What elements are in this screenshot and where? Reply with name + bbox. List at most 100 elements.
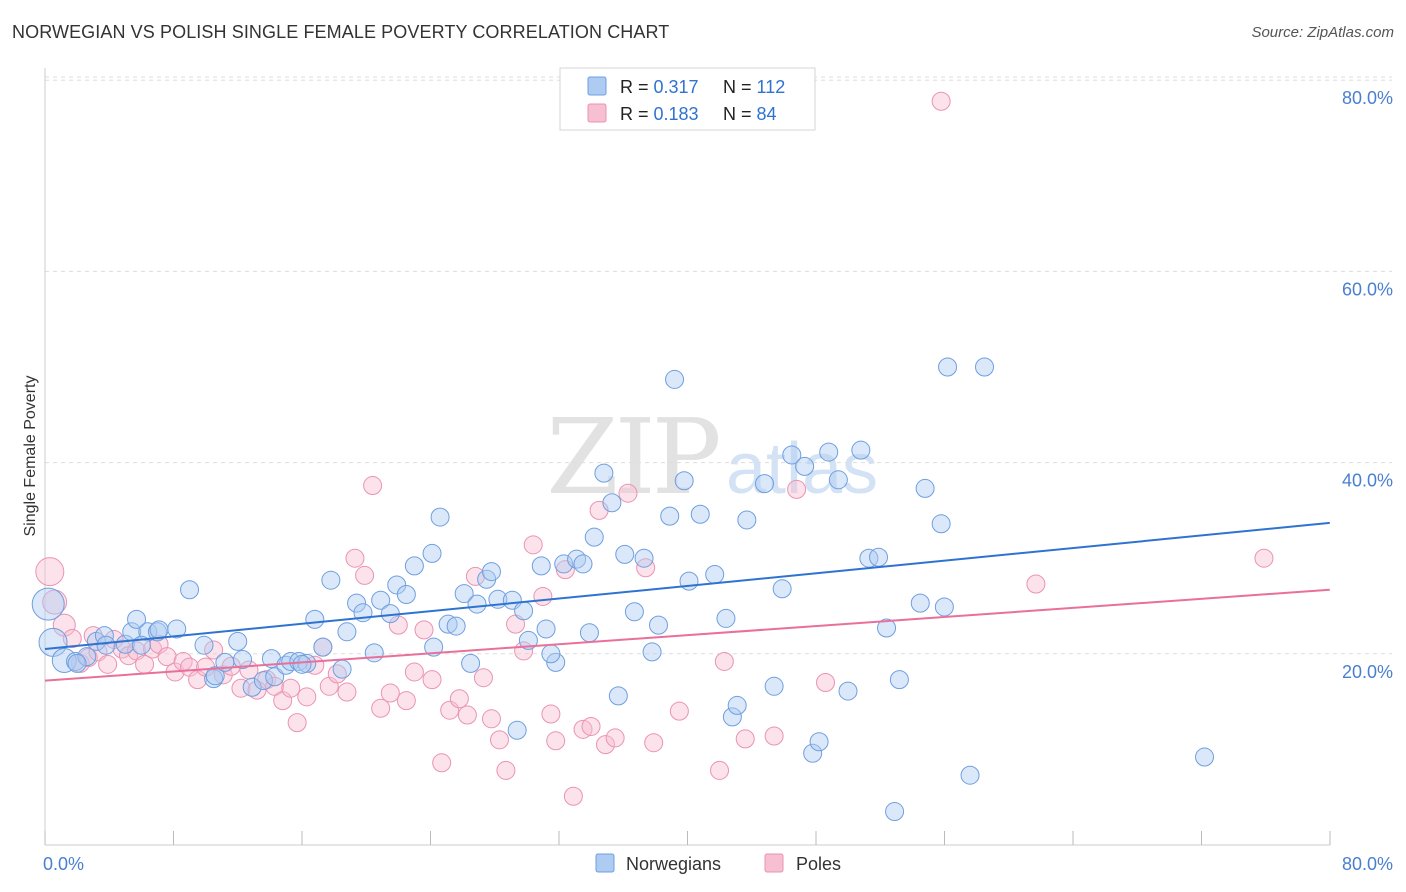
norwegians-point bbox=[204, 669, 224, 689]
poles-point bbox=[533, 586, 553, 606]
svg-text:R = 0.183: R = 0.183 bbox=[620, 104, 699, 124]
norwegians-point bbox=[838, 681, 858, 701]
poles-point bbox=[735, 729, 755, 749]
norwegians-point bbox=[127, 609, 147, 629]
norwegians-point bbox=[573, 554, 593, 574]
poles-point bbox=[473, 668, 493, 688]
poles-point bbox=[371, 698, 391, 718]
legend-n-label-2: N = bbox=[723, 104, 757, 124]
norwegians-point bbox=[242, 677, 262, 697]
norwegians-point bbox=[716, 608, 736, 628]
y-tick-label: 20.0% bbox=[1342, 662, 1393, 682]
poles-point bbox=[204, 640, 224, 660]
y-tick-label: 60.0% bbox=[1342, 279, 1393, 299]
norwegians-point bbox=[454, 584, 474, 604]
poles-point bbox=[265, 676, 285, 696]
poles-point bbox=[644, 733, 664, 753]
poles-points bbox=[35, 91, 1274, 806]
poles-point bbox=[764, 726, 784, 746]
poles-point bbox=[669, 701, 689, 721]
y-tick-labels: 20.0% 40.0% 60.0% 80.0% bbox=[1342, 88, 1393, 682]
poles-point bbox=[546, 731, 566, 751]
norwegians-point bbox=[934, 597, 954, 617]
norwegians-point bbox=[94, 626, 114, 646]
axes bbox=[44, 68, 1331, 846]
norwegians-point bbox=[77, 647, 97, 667]
watermark-atlas: atlas bbox=[726, 429, 878, 509]
norwegians-point bbox=[321, 570, 341, 590]
poles-point bbox=[337, 682, 357, 702]
norwegians-point bbox=[910, 593, 930, 613]
poles-point bbox=[432, 753, 452, 773]
norwegians-point bbox=[615, 544, 635, 564]
poles-point bbox=[355, 565, 375, 585]
poles-point bbox=[62, 629, 82, 649]
norwegians-point bbox=[67, 653, 87, 673]
x-tick-label-max: 80.0% bbox=[1342, 854, 1393, 874]
poles-point bbox=[595, 735, 615, 755]
series-legend: Norwegians Poles bbox=[595, 853, 841, 874]
norwegians-point bbox=[546, 652, 566, 672]
bottom-swatch-poles bbox=[764, 853, 784, 873]
norwegians-point bbox=[507, 720, 527, 740]
norwegians-point bbox=[782, 445, 802, 465]
poles-trend-line bbox=[44, 588, 1330, 682]
legend-n-value-2: 84 bbox=[757, 104, 777, 124]
legend-r-value-2: 0.183 bbox=[654, 104, 699, 124]
bottom-swatch-norwegians bbox=[595, 853, 615, 873]
norwegians-point bbox=[608, 686, 628, 706]
norwegians-point bbox=[754, 474, 774, 494]
trend-lines bbox=[44, 521, 1330, 682]
poles-point bbox=[287, 713, 307, 733]
norwegians-point bbox=[347, 593, 367, 613]
svg-text:N = 84: N = 84 bbox=[723, 104, 777, 124]
norwegians-point bbox=[180, 580, 200, 600]
poles-point bbox=[281, 678, 301, 698]
norwegians-point bbox=[371, 590, 391, 610]
norwegians-point bbox=[514, 601, 534, 621]
norwegians-point bbox=[518, 630, 538, 650]
norwegians-point bbox=[642, 642, 662, 662]
norwegians-point bbox=[960, 765, 980, 785]
norwegians-point bbox=[679, 571, 699, 591]
watermark-zip: ZIP bbox=[546, 396, 718, 518]
norwegians-point bbox=[387, 575, 407, 595]
poles-point bbox=[618, 483, 638, 503]
norwegians-point bbox=[461, 653, 481, 673]
norwegians-point bbox=[430, 507, 450, 527]
poles-point bbox=[414, 620, 434, 640]
poles-point bbox=[345, 548, 365, 568]
norwegians-point bbox=[931, 514, 951, 534]
poles-point bbox=[1254, 548, 1274, 568]
norwegians-point bbox=[396, 585, 416, 605]
norwegians-point bbox=[648, 615, 668, 635]
norwegians-point bbox=[727, 695, 747, 715]
legend-r-label-1: R = bbox=[620, 77, 654, 97]
poles-point bbox=[388, 615, 408, 635]
norwegians-point bbox=[795, 456, 815, 476]
y-axis-label: Single Female Poverty bbox=[22, 376, 39, 537]
norwegians-point bbox=[332, 659, 352, 679]
norwegians-point bbox=[536, 619, 556, 639]
norwegians-point bbox=[281, 651, 301, 671]
norwegians-point bbox=[665, 369, 685, 389]
norwegians-point bbox=[705, 564, 725, 584]
poles-point bbox=[636, 558, 656, 578]
norwegians-points bbox=[31, 357, 1215, 822]
y-tick-label: 80.0% bbox=[1342, 88, 1393, 108]
legend-r-label-2: R = bbox=[620, 104, 654, 124]
norwegians-point bbox=[624, 602, 644, 622]
svg-text:N = 112: N = 112 bbox=[723, 77, 785, 97]
legend-r-value-1: 0.317 bbox=[654, 77, 699, 97]
poles-point bbox=[396, 691, 416, 711]
legend-n-value-1: 112 bbox=[757, 77, 786, 97]
norwegians-point bbox=[228, 631, 248, 651]
poles-point bbox=[1026, 574, 1046, 594]
norwegians-point bbox=[851, 440, 871, 460]
norwegians-point bbox=[446, 616, 466, 636]
bottom-legend-poles: Poles bbox=[796, 854, 841, 874]
legend-swatch-poles bbox=[587, 103, 607, 123]
legend-swatch-norwegians bbox=[587, 76, 607, 96]
norwegians-point bbox=[337, 622, 357, 642]
norwegians-point bbox=[885, 802, 905, 822]
